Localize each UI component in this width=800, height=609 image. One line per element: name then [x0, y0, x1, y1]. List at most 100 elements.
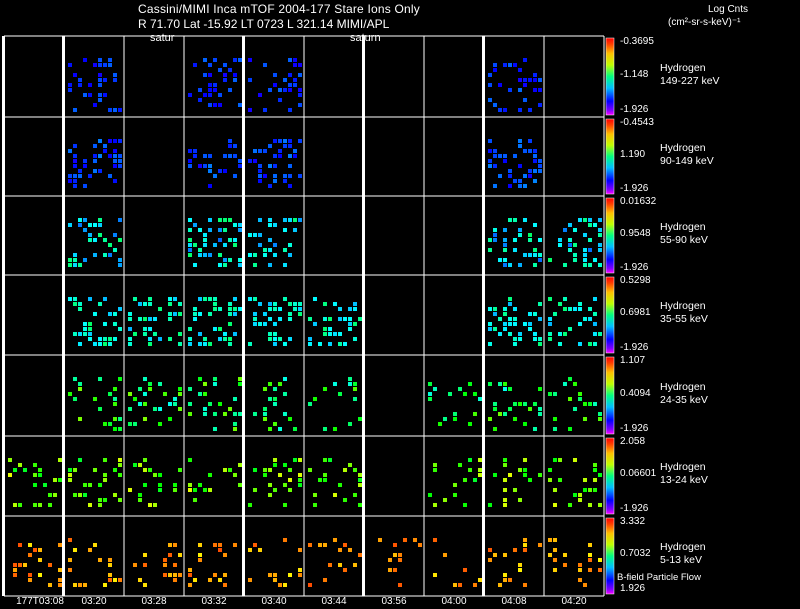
pixel	[73, 258, 77, 262]
pixel	[83, 58, 87, 62]
pixel	[83, 164, 87, 168]
pixel	[48, 503, 52, 507]
pixel	[198, 558, 202, 562]
pixel	[213, 174, 217, 178]
pixel	[568, 307, 572, 311]
pixel	[128, 342, 132, 346]
energy-range-label: 55-90 keV	[660, 233, 708, 246]
pixel	[73, 297, 77, 301]
pixel	[503, 463, 507, 467]
pixel	[148, 327, 152, 331]
pixel	[553, 458, 557, 462]
pixel	[233, 174, 237, 178]
pixel	[328, 458, 332, 462]
pixel	[208, 103, 212, 107]
pixel	[298, 312, 302, 316]
pixel	[118, 327, 122, 331]
pixel	[93, 468, 97, 472]
pixel	[118, 238, 122, 242]
pixel	[68, 558, 72, 562]
pixel	[573, 493, 577, 497]
pixel	[203, 337, 207, 341]
pixel	[493, 312, 497, 316]
pixel	[208, 184, 212, 188]
pixel	[78, 342, 82, 346]
pixel	[293, 228, 297, 232]
pixel	[583, 417, 587, 421]
pixel	[493, 233, 497, 237]
pixel	[558, 478, 562, 482]
pixel	[258, 322, 262, 326]
pixel	[348, 377, 352, 381]
pixel	[298, 458, 302, 462]
pixel	[223, 73, 227, 77]
pixel	[208, 154, 212, 158]
pixel	[178, 342, 182, 346]
pixel	[133, 463, 137, 467]
pixel	[73, 377, 77, 381]
pixel	[513, 317, 517, 321]
pixel	[133, 332, 137, 336]
pixel	[263, 387, 267, 391]
pixel	[288, 139, 292, 143]
pixel	[203, 407, 207, 411]
pixel	[553, 548, 557, 552]
pixel	[278, 473, 282, 477]
pixel	[283, 78, 287, 82]
pixel	[278, 88, 282, 92]
pixel	[233, 144, 237, 148]
pixel	[138, 402, 142, 406]
pixel	[223, 78, 227, 82]
pixel	[113, 402, 117, 406]
colorbar-min-label: -1.926	[620, 183, 649, 194]
pixel	[228, 68, 232, 72]
pixel	[273, 332, 277, 336]
pixel	[528, 149, 532, 153]
pixel	[213, 543, 217, 547]
pixel	[343, 317, 347, 321]
pixel	[253, 233, 257, 237]
pixel	[443, 498, 447, 502]
pixel	[188, 483, 192, 487]
pixel	[143, 402, 147, 406]
time-tick-label: 03:56	[381, 596, 407, 607]
planet-label-1: satur	[150, 32, 175, 44]
pixel	[218, 578, 222, 582]
pixel	[173, 402, 177, 406]
pixel	[268, 382, 272, 386]
row-4-cells	[68, 377, 602, 431]
pixel	[168, 302, 172, 306]
pixel	[343, 468, 347, 472]
pixel	[533, 402, 537, 406]
pixel	[493, 228, 497, 232]
pixel	[188, 253, 192, 257]
pixel	[523, 458, 527, 462]
pixel	[133, 397, 137, 401]
pixel	[103, 337, 107, 341]
pixel	[113, 149, 117, 153]
pixel	[78, 307, 82, 311]
pixel	[278, 337, 282, 341]
pixel	[228, 342, 232, 346]
pixel	[533, 312, 537, 316]
pixel	[188, 248, 192, 252]
pixel	[208, 63, 212, 67]
pixel	[98, 342, 102, 346]
pixel	[348, 548, 352, 552]
pixel	[208, 488, 212, 492]
segment-separator	[2, 36, 5, 596]
pixel	[398, 583, 402, 587]
pixel	[258, 548, 262, 552]
pixel	[253, 297, 257, 301]
pixel	[113, 179, 117, 183]
pixel	[353, 337, 357, 341]
pixel	[523, 98, 527, 102]
pixel	[88, 337, 92, 341]
pixel	[248, 578, 252, 582]
pixel	[118, 498, 122, 502]
pixel	[553, 568, 557, 572]
pixel	[288, 488, 292, 492]
pixel	[333, 302, 337, 306]
pixel	[58, 568, 62, 572]
pixel	[583, 263, 587, 267]
